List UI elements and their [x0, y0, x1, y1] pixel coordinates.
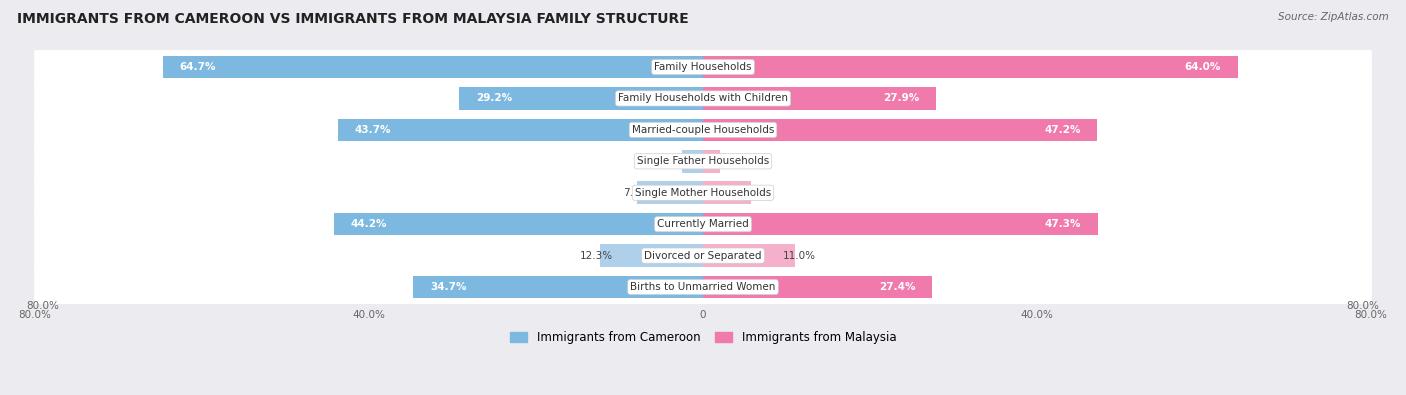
Text: Married-couple Households: Married-couple Households [631, 125, 775, 135]
Bar [703, 181, 751, 204]
Text: Single Mother Households: Single Mother Households [636, 188, 770, 198]
Text: IMMIGRANTS FROM CAMEROON VS IMMIGRANTS FROM MALAYSIA FAMILY STRUCTURE: IMMIGRANTS FROM CAMEROON VS IMMIGRANTS F… [17, 12, 689, 26]
FancyBboxPatch shape [34, 176, 1372, 210]
Text: 80.0%: 80.0% [1347, 301, 1379, 311]
Bar [637, 181, 703, 204]
Text: 47.2%: 47.2% [1045, 125, 1080, 135]
Text: 7.9%: 7.9% [623, 188, 650, 198]
Text: 5.7%: 5.7% [738, 188, 765, 198]
Text: Family Households with Children: Family Households with Children [619, 94, 787, 103]
Text: 2.0%: 2.0% [707, 156, 734, 166]
Text: 47.3%: 47.3% [1045, 219, 1081, 229]
Text: Source: ZipAtlas.com: Source: ZipAtlas.com [1278, 12, 1389, 22]
Text: Divorced or Separated: Divorced or Separated [644, 250, 762, 261]
Bar [703, 150, 720, 173]
Legend: Immigrants from Cameroon, Immigrants from Malaysia: Immigrants from Cameroon, Immigrants fro… [505, 326, 901, 348]
Text: 34.7%: 34.7% [430, 282, 467, 292]
Text: Single Father Households: Single Father Households [637, 156, 769, 166]
Bar [413, 276, 703, 298]
Bar [337, 118, 703, 141]
Text: 27.4%: 27.4% [879, 282, 915, 292]
Bar [703, 213, 1098, 235]
Text: 43.7%: 43.7% [354, 125, 391, 135]
Bar [703, 276, 932, 298]
Text: Family Households: Family Households [654, 62, 752, 72]
Text: 64.7%: 64.7% [180, 62, 217, 72]
Bar [703, 87, 936, 110]
FancyBboxPatch shape [34, 50, 1372, 84]
FancyBboxPatch shape [34, 144, 1372, 178]
Bar [682, 150, 703, 173]
Text: 44.2%: 44.2% [350, 219, 387, 229]
Text: 80.0%: 80.0% [27, 301, 59, 311]
Bar [163, 56, 703, 78]
Bar [460, 87, 703, 110]
Bar [703, 118, 1097, 141]
Text: 27.9%: 27.9% [883, 94, 920, 103]
Bar [333, 213, 703, 235]
Bar [703, 244, 794, 267]
FancyBboxPatch shape [34, 113, 1372, 147]
FancyBboxPatch shape [34, 270, 1372, 304]
Text: 64.0%: 64.0% [1184, 62, 1220, 72]
Text: Currently Married: Currently Married [657, 219, 749, 229]
Bar [703, 56, 1237, 78]
Text: 2.5%: 2.5% [668, 156, 695, 166]
Text: Births to Unmarried Women: Births to Unmarried Women [630, 282, 776, 292]
FancyBboxPatch shape [34, 207, 1372, 241]
Text: 29.2%: 29.2% [475, 94, 512, 103]
FancyBboxPatch shape [34, 81, 1372, 115]
Text: 11.0%: 11.0% [782, 250, 815, 261]
Text: 12.3%: 12.3% [579, 250, 613, 261]
Bar [600, 244, 703, 267]
FancyBboxPatch shape [34, 239, 1372, 273]
